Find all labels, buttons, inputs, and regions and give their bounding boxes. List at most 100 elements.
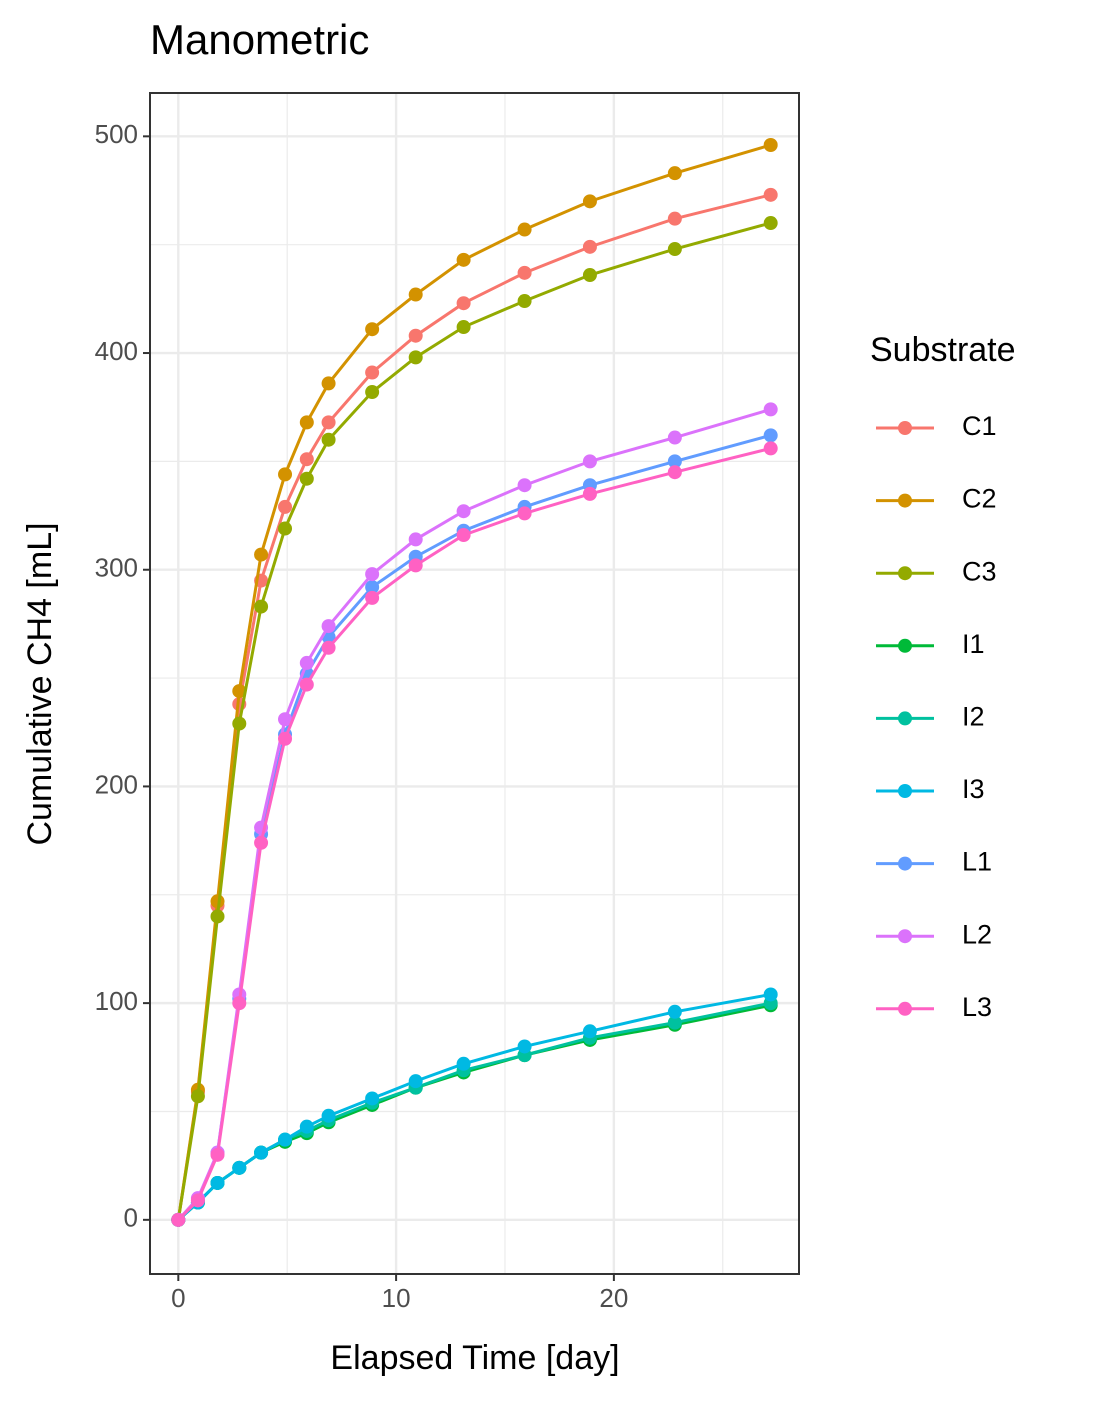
data-point: [299, 471, 314, 486]
data-point: [365, 1091, 380, 1106]
x-axis-title: Elapsed Time [day]: [330, 1339, 619, 1377]
data-point: [517, 294, 532, 309]
data-point: [321, 415, 336, 430]
data-point: [667, 1015, 682, 1030]
data-point: [667, 242, 682, 257]
data-point: [763, 138, 778, 153]
data-point: [365, 567, 380, 582]
data-point: [365, 322, 380, 337]
series: [171, 216, 778, 1227]
data-point: [210, 1175, 225, 1190]
y-tick-label: 500: [95, 119, 138, 149]
data-point: [763, 441, 778, 456]
data-point: [321, 432, 336, 447]
data-point: [763, 402, 778, 417]
chart-title: Manometric: [150, 16, 369, 63]
data-point: [456, 320, 471, 335]
data-point: [278, 521, 293, 536]
data-point: [456, 504, 471, 519]
data-point: [582, 194, 597, 209]
data-point: [667, 166, 682, 181]
legend-marker: [898, 566, 912, 581]
data-point: [582, 486, 597, 501]
legend-marker: [898, 856, 912, 871]
series-line: [176, 143, 772, 1221]
legend-marker: [898, 493, 912, 508]
plot-border: [149, 92, 800, 1275]
data-point: [210, 909, 225, 924]
data-point: [254, 599, 269, 614]
data-point: [278, 1132, 293, 1147]
series: [171, 138, 778, 1227]
data-point: [408, 350, 423, 365]
data-point: [408, 328, 423, 343]
legend-marker: [898, 1001, 912, 1016]
data-point: [456, 252, 471, 267]
legend-label: C3: [962, 556, 997, 586]
data-point: [254, 547, 269, 562]
legend-label: L1: [962, 847, 992, 877]
data-point: [517, 1039, 532, 1054]
data-point: [517, 222, 532, 237]
data-point: [365, 580, 380, 595]
data-point: [667, 454, 682, 469]
data-point: [232, 716, 247, 731]
data-point: [299, 415, 314, 430]
data-point: [254, 1145, 269, 1160]
data-point: [408, 532, 423, 547]
data-point: [254, 835, 269, 850]
x-tick-label: 0: [171, 1283, 185, 1313]
data-point: [171, 1212, 186, 1227]
legend-label: I3: [962, 774, 985, 804]
x-tick-label: 10: [382, 1283, 411, 1313]
y-tick-label: 200: [95, 769, 138, 799]
data-point: [190, 1089, 205, 1104]
legend-label: C1: [962, 411, 997, 441]
data-point: [456, 528, 471, 543]
data-point: [299, 1119, 314, 1134]
y-tick-label: 300: [95, 553, 138, 583]
data-point: [299, 655, 314, 670]
legend-marker: [898, 784, 912, 798]
data-point: [190, 1193, 205, 1208]
data-point: [210, 1147, 225, 1162]
data-point: [299, 677, 314, 692]
data-point: [365, 590, 380, 605]
data-point: [408, 287, 423, 302]
data-point: [278, 712, 293, 727]
legend-label: C2: [962, 484, 997, 514]
data-point: [321, 1108, 336, 1123]
data-point: [582, 454, 597, 469]
data-point: [278, 731, 293, 746]
legend-title: Substrate: [870, 331, 1016, 369]
data-point: [667, 430, 682, 445]
data-point: [517, 506, 532, 521]
data-point: [321, 640, 336, 655]
data-point: [667, 1004, 682, 1019]
data-point: [456, 1056, 471, 1071]
data-point: [321, 376, 336, 391]
series: [171, 441, 778, 1227]
data-point: [365, 385, 380, 400]
x-tick-label: 20: [599, 1283, 628, 1313]
data-point: [763, 987, 778, 1002]
data-point: [582, 1024, 597, 1039]
legend-marker: [898, 929, 912, 944]
series-line: [177, 1003, 771, 1221]
data-point: [299, 452, 314, 467]
data-point: [232, 996, 247, 1011]
data-point: [408, 1074, 423, 1089]
legend-marker: [898, 638, 912, 653]
data-point: [408, 558, 423, 573]
legend-label: L3: [962, 992, 992, 1022]
legend-label: I1: [962, 629, 985, 659]
y-tick-label: 400: [95, 336, 138, 366]
series: [171, 998, 778, 1227]
legend-label: I2: [962, 702, 985, 732]
series-line: [177, 992, 771, 1221]
data-point: [763, 428, 778, 443]
data-point: [232, 1160, 247, 1175]
data-point: [278, 467, 293, 482]
data-point: [582, 239, 597, 254]
